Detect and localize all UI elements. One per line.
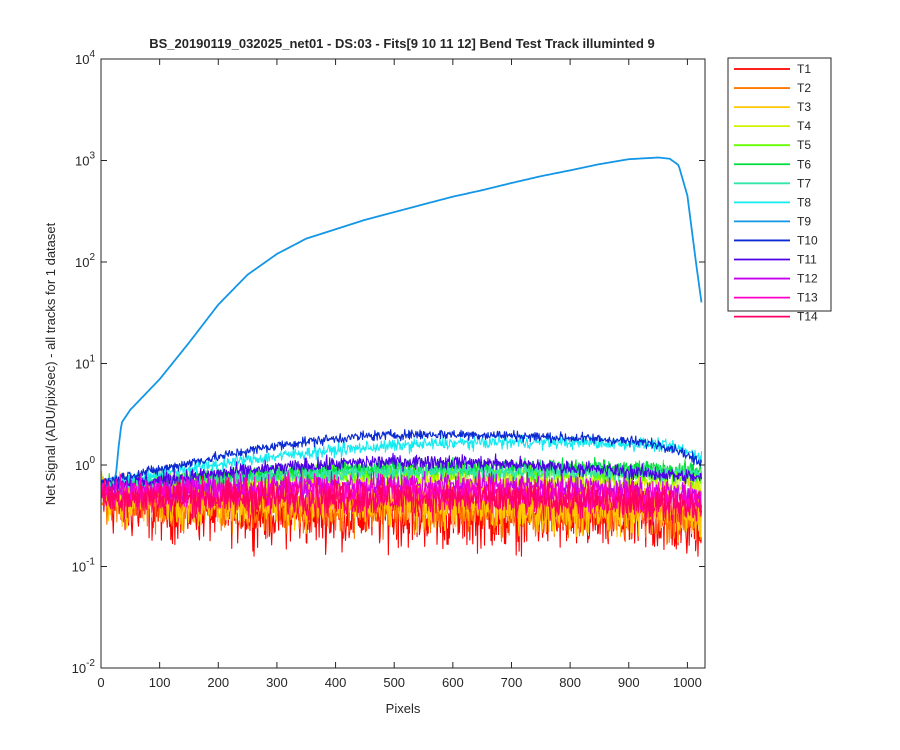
x-tick-label: 0: [97, 675, 104, 690]
chart-title: BS_20190119_032025_net01 - DS:03 - Fits[…: [149, 36, 655, 51]
y-tick-label: 100: [75, 455, 95, 473]
series-line-t11: [100, 452, 703, 494]
x-tick-label: 900: [618, 675, 640, 690]
legend-label: T5: [797, 138, 811, 152]
series-layer: [100, 156, 703, 557]
y-tick-label: 102: [75, 252, 95, 270]
x-tick-label: 600: [442, 675, 464, 690]
y-tick-label: 10-2: [72, 658, 96, 676]
series-line-t10: [100, 429, 703, 488]
x-tick-label: 800: [559, 675, 581, 690]
legend-label: T6: [797, 157, 811, 171]
legend-label: T13: [797, 291, 818, 305]
legend-label: T7: [797, 176, 811, 190]
legend-label: T14: [797, 310, 818, 324]
x-tick-label: 700: [501, 675, 523, 690]
y-tick-label: 101: [75, 354, 95, 372]
legend-label: T4: [797, 119, 811, 133]
x-tick-label: 400: [325, 675, 347, 690]
x-tick-label: 100: [149, 675, 171, 690]
legend-label: T11: [797, 253, 817, 267]
plot-area: [101, 59, 705, 668]
series-line-t14: [100, 474, 703, 527]
legend-items: T1 T2 T3 T4 T5 T6 T7 T8 T9 T10 T11 T12 T13 T14: [734, 62, 818, 324]
y-axis-label: Net Signal (ADU/pix/sec) - all tracks fo…: [43, 222, 58, 505]
y-tick-label: 103: [75, 151, 95, 169]
x-axis-label: Pixels: [386, 701, 421, 716]
x-tick-label: 500: [383, 675, 405, 690]
legend-label: T3: [797, 100, 811, 114]
legend-label: T9: [797, 214, 811, 228]
y-tick-label: 10-1: [72, 557, 96, 575]
legend-box: [727, 57, 832, 312]
legend-label: T8: [797, 195, 811, 209]
x-tick-label: 200: [207, 675, 229, 690]
legend-label: T12: [797, 272, 818, 286]
series-line-t9: [100, 156, 703, 482]
series-line-t6: [100, 456, 703, 497]
y-axis-ticks: 10-2 10-1 100 101 102 103 104: [72, 49, 705, 676]
x-tick-label: 1000: [673, 675, 702, 690]
x-tick-label: 300: [266, 675, 288, 690]
legend-label: T1: [797, 62, 811, 76]
legend-label: T2: [797, 81, 811, 95]
y-tick-label: 104: [75, 49, 95, 67]
legend-label: T10: [797, 233, 818, 247]
x-axis-ticks: 0 100 200 300 400 500 600 700 800 900 1000: [97, 59, 702, 690]
legend: T1 T2 T3 T4 T5 T6 T7 T8 T9 T10 T11 T12 T13 T14: [727, 57, 832, 324]
